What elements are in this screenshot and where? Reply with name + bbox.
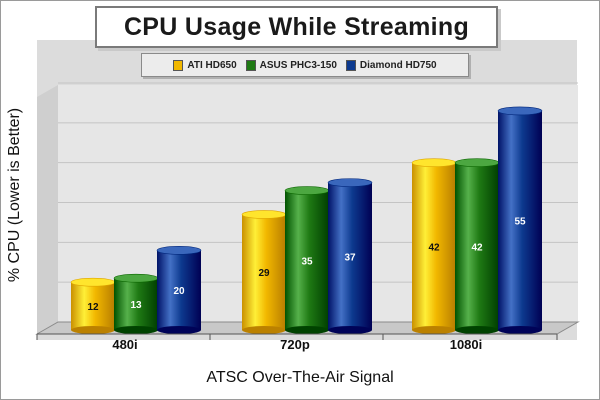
y-axis-label: % CPU (Lower is Better) bbox=[6, 107, 24, 283]
legend-item-diamond: Diamond HD750 bbox=[345, 59, 437, 71]
bar-ati-480i bbox=[70, 277, 116, 334]
bar-asus-1080i bbox=[454, 158, 500, 334]
bar-diamond-720p bbox=[327, 178, 373, 334]
data-label-asus-1080i: 42 bbox=[471, 242, 483, 253]
legend-swatch-diamond bbox=[345, 59, 356, 71]
data-label-ati-480i: 12 bbox=[87, 302, 99, 313]
data-label-asus-480i: 13 bbox=[130, 300, 142, 311]
legend-label-asus: ASUS PHC3-150 bbox=[259, 59, 337, 71]
legend-item-asus: ASUS PHC3-150 bbox=[245, 59, 337, 71]
y-axis-label-box: % CPU (Lower is Better) bbox=[3, 95, 27, 295]
x-tick-label-1080i: 1080i bbox=[449, 337, 483, 352]
chart-title-box: CPU Usage While Streaming bbox=[95, 6, 498, 48]
data-label-asus-720p: 35 bbox=[301, 256, 313, 267]
bar-diamond-1080i bbox=[497, 106, 543, 334]
legend-swatch-ati bbox=[173, 59, 184, 71]
bars: 12 29 42 13 35 42 20 37 55 bbox=[70, 106, 543, 334]
legend-label-ati: ATI HD650 bbox=[187, 59, 237, 71]
bar-diamond-480i bbox=[156, 246, 202, 334]
data-label-diamond-720p: 37 bbox=[344, 252, 356, 263]
data-label-ati-1080i: 42 bbox=[428, 242, 440, 253]
bar-asus-480i bbox=[113, 273, 159, 334]
x-tick-label-720p: 720p bbox=[280, 337, 310, 352]
bar-asus-720p bbox=[284, 186, 330, 334]
bar-ati-1080i bbox=[411, 158, 457, 334]
bar-ati-720p bbox=[241, 210, 287, 334]
data-label-diamond-480i: 20 bbox=[173, 286, 185, 297]
side-wall bbox=[37, 85, 58, 334]
legend-swatch-asus bbox=[245, 59, 256, 71]
legend-item-ati: ATI HD650 bbox=[173, 59, 237, 71]
chart-title: CPU Usage While Streaming bbox=[123, 12, 470, 41]
x-tick-label-480i: 480i bbox=[112, 337, 138, 352]
legend: ATI HD650 ASUS PHC3-150 Diamond HD750 bbox=[141, 53, 469, 77]
data-label-ati-720p: 29 bbox=[258, 268, 270, 279]
legend-label-diamond: Diamond HD750 bbox=[359, 59, 437, 71]
x-axis bbox=[36, 333, 558, 340]
data-label-diamond-1080i: 55 bbox=[514, 216, 526, 227]
x-axis-label: ATSC Over-The-Air Signal bbox=[206, 369, 394, 386]
